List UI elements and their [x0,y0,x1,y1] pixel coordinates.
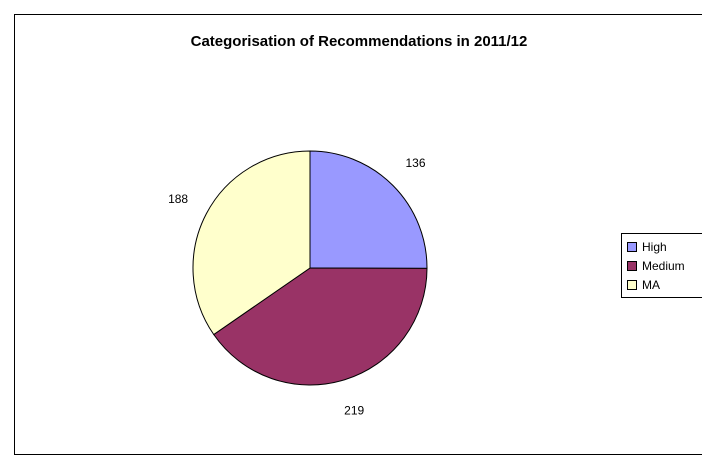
legend-label-medium: Medium [642,258,685,273]
legend-item-ma: MA [627,275,702,294]
legend-label-ma: MA [642,277,660,292]
data-label-high: 136 [405,156,425,170]
chart-frame: Categorisation of Recommendations in 201… [14,14,702,455]
data-label-ma: 188 [168,192,188,206]
legend-swatch-high [627,241,637,252]
pie-slice-high [309,150,428,269]
data-label-medium: 219 [344,403,364,417]
pie-chart: 136 219 188 [168,150,428,417]
legend-swatch-medium [627,260,637,271]
legend: High Medium MA [621,233,702,298]
legend-item-high: High [627,237,702,256]
chart-title: Categorisation of Recommendations in 201… [190,33,528,50]
legend-item-medium: Medium [627,256,702,275]
pie-slice-medium [213,267,428,386]
pie-slice-ma [192,150,311,336]
legend-swatch-ma [627,279,637,290]
legend-label-high: High [642,239,667,254]
